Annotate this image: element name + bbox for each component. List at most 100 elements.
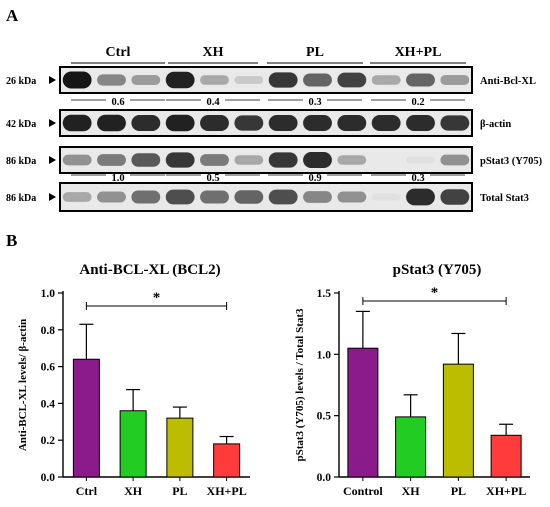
blot-band	[200, 154, 229, 166]
blot-row-label: Total Stat3	[480, 193, 529, 204]
x-tick-label: XH+PL	[486, 484, 526, 498]
y-tick-label: 0.8	[41, 325, 56, 337]
blot-band	[406, 115, 435, 131]
ratio-label: 1.0	[111, 173, 124, 184]
blot-band	[440, 74, 470, 86]
blot-band	[440, 115, 470, 131]
ratio-label: 0.3	[411, 173, 424, 184]
blot-band	[303, 115, 332, 131]
blot-band	[234, 155, 264, 165]
blot-band	[200, 190, 229, 204]
y-tick-label: 0.0	[41, 472, 56, 484]
blot-band	[337, 115, 367, 131]
blot-band	[62, 192, 92, 202]
significance-marker: *	[153, 290, 161, 306]
blot-band	[440, 189, 470, 205]
chart-title: Anti-BCL-XL (BCL2)	[79, 262, 220, 278]
bar	[72, 358, 100, 478]
y-axis-title: pStat3 (Y705) levels / Total Stat3	[294, 308, 306, 462]
blot-band	[97, 74, 126, 86]
blot-band	[131, 190, 161, 204]
y-tick-label: 1.5	[317, 288, 332, 300]
kda-label: 86 kDa	[6, 156, 36, 167]
blot-row-label: Anti-Bcl-XL	[480, 76, 536, 87]
y-tick-label: 1.0	[41, 288, 56, 300]
y-tick-label: 0.5	[317, 411, 332, 423]
blot-band	[62, 154, 92, 166]
arrowhead-icon	[49, 76, 56, 84]
x-tick-label: PL	[451, 484, 466, 498]
y-tick-label: 0.2	[41, 435, 56, 447]
bar	[347, 347, 379, 478]
blot-band	[406, 188, 435, 206]
blot-band	[371, 115, 401, 131]
blot-strip	[59, 146, 473, 174]
blot-band	[165, 189, 195, 205]
blot-band	[303, 152, 332, 168]
blot-band	[268, 72, 298, 88]
kda-label: 86 kDa	[6, 193, 36, 204]
blot-strip	[59, 182, 473, 212]
bar	[442, 363, 474, 478]
ratio-label: 0.5	[206, 173, 219, 184]
blot-band	[268, 189, 298, 205]
ratio-label: 0.3	[308, 97, 321, 108]
x-tick-label: XH+PL	[207, 484, 247, 498]
x-tick-label: XH	[124, 484, 143, 498]
blot-band	[165, 152, 195, 168]
arrowhead-icon	[49, 119, 56, 127]
y-tick-label: 0.6	[41, 362, 56, 374]
blot-band	[97, 114, 126, 132]
blot-band	[234, 190, 264, 204]
blot-band	[131, 115, 161, 131]
y-tick-label: 0.4	[41, 398, 56, 410]
blot-band	[200, 115, 229, 131]
blot-band	[406, 73, 435, 87]
group-label-2: PL	[306, 45, 324, 60]
blot-band	[337, 155, 367, 165]
blot-band	[371, 75, 401, 85]
blot-band	[165, 114, 195, 132]
arrowhead-icon	[49, 156, 56, 164]
bar	[395, 416, 427, 478]
group-label-0: Ctrl	[106, 45, 131, 60]
x-tick-label: Control	[343, 484, 383, 498]
chart-title: pStat3 (Y705)	[393, 262, 482, 278]
y-tick-label: 0.0	[317, 472, 332, 484]
arrowhead-icon	[49, 193, 56, 201]
blot-band	[200, 75, 229, 85]
blot-strip	[59, 66, 473, 94]
panel-a-letter: A	[6, 6, 19, 25]
blot-band	[303, 191, 332, 203]
group-label-1: XH	[203, 45, 224, 60]
significance-marker: *	[431, 285, 439, 301]
bar	[490, 434, 522, 478]
kda-label: 26 kDa	[6, 76, 36, 87]
blot-band	[131, 74, 161, 86]
blot-strip	[59, 109, 473, 137]
blot-band	[165, 71, 195, 89]
bcl-xl-bar-chart: Anti-BCL-XL (BCL2) 0.0 0.2 0.4 0.6 0.8 1.0 Anti…	[17, 262, 250, 498]
blot-band	[234, 115, 264, 131]
blot-band	[337, 191, 367, 203]
pstat3-bar-chart: pStat3 (Y705) 0.0 0.5 1.0 1.5 pStat3 (Y705) l…	[294, 262, 530, 498]
y-axis-title: Anti-BCL-XL levels/ β-actin	[17, 319, 29, 451]
group-label-3: XH+PL	[395, 45, 442, 60]
blot-band	[62, 114, 92, 132]
blot-band	[337, 72, 367, 88]
blot-band	[303, 73, 332, 87]
blot-band	[97, 191, 126, 203]
x-tick-label: Ctrl	[76, 484, 98, 498]
x-tick-label: XH	[402, 484, 421, 498]
kda-label: 42 kDa	[6, 119, 36, 130]
bar	[166, 417, 194, 478]
bar	[213, 443, 241, 478]
blot-band	[440, 154, 470, 166]
ratio-label: 0.9	[308, 173, 321, 184]
blot-row-label: pStat3 (Y705)	[480, 156, 543, 167]
x-tick-label: PL	[172, 484, 187, 498]
blot-band	[268, 115, 298, 131]
blot-row-label: β-actin	[480, 119, 511, 130]
ratio-label: 0.6	[111, 97, 124, 108]
western-blot: Ctrl XH PL XH+PL 26 kDa Anti-Bcl-XL 0.6 0.4 0.3 0…	[6, 45, 543, 212]
